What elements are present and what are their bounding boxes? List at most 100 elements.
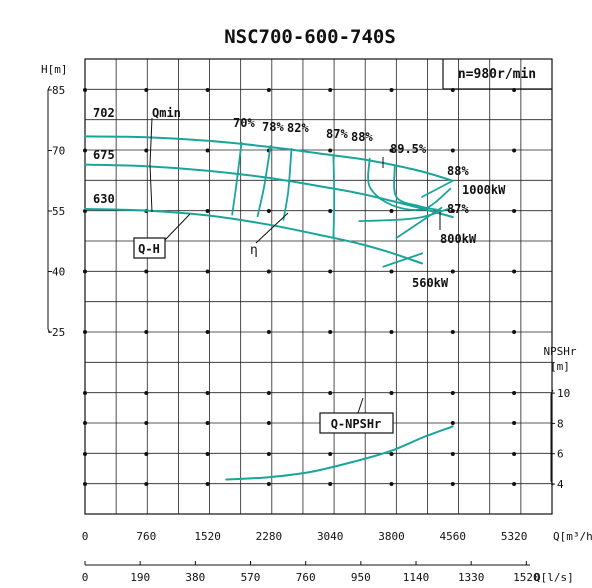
- grid-dot: [144, 482, 149, 486]
- x-ls-tick-label: 0: [82, 571, 89, 584]
- power-line-1000: [421, 179, 454, 198]
- impeller-label-675: 675: [93, 148, 115, 162]
- grid-dot: [450, 391, 455, 395]
- x-m3h-tick-label: 4560: [440, 530, 467, 543]
- eta-label: η: [250, 243, 258, 258]
- head-tick-label: 55: [52, 205, 65, 218]
- grid-dot: [205, 269, 210, 274]
- grid-dot: [389, 391, 394, 395]
- grid-dot: [512, 421, 517, 425]
- grid-dot: [266, 209, 271, 213]
- efficiency-line: [332, 155, 336, 239]
- qh-curve-702: [84, 135, 454, 182]
- x-m3h-tick-label: 5320: [501, 530, 528, 543]
- grid-dot: [512, 330, 517, 334]
- power-label-800: 800kW: [440, 232, 477, 246]
- grid-dot: [450, 330, 455, 334]
- grid-dot: [328, 391, 333, 395]
- npshr-curve: [225, 425, 454, 481]
- grid-dot: [144, 330, 149, 334]
- efficiency-label-87: 87%: [326, 127, 348, 141]
- grid-dot: [144, 148, 149, 153]
- x-m3h-tick-label: 760: [136, 530, 156, 543]
- grid-dot: [205, 391, 210, 395]
- grid-dot: [389, 269, 394, 274]
- grid-dot: [328, 269, 333, 274]
- npsh-label-box: [319, 412, 394, 434]
- npsh-axis-bracket: [550, 389, 554, 486]
- power-label-1000: 1000kW: [462, 183, 506, 197]
- x-ls-tick-label: 190: [130, 571, 150, 584]
- grid-dot: [512, 482, 517, 486]
- npsh-tick-label: 8: [557, 417, 564, 430]
- efficiency-line: [282, 148, 293, 221]
- efficiency-label-87b: 87%: [447, 202, 469, 216]
- efficiency-label-78: 78%: [262, 120, 284, 134]
- efficiency-label-89-5: 89.5%: [390, 142, 427, 156]
- grid-dot: [450, 482, 455, 486]
- power-label-560: 560kW: [412, 276, 449, 290]
- grid-dot: [389, 148, 394, 153]
- grid-dot: [205, 452, 210, 456]
- grid-dot: [512, 391, 517, 395]
- grid-dot: [205, 330, 210, 334]
- grid-dot: [389, 88, 394, 92]
- npsh-tick-label: 6: [557, 448, 564, 461]
- x-axis-m3h: 0 760 1520 2280 3040 3800 4560 5320 Q[m³/h]: [82, 530, 592, 543]
- grid-dot: [328, 330, 333, 334]
- grid: [83, 58, 553, 515]
- head-tick-label: 85: [52, 84, 65, 97]
- grid-dot: [144, 421, 149, 425]
- grid-dot: [450, 421, 455, 425]
- head-tick-label: 40: [52, 266, 65, 279]
- grid-dot: [512, 209, 517, 213]
- grid-dot: [389, 452, 394, 456]
- x-ls-tick-label: 1520: [513, 571, 540, 584]
- speed-label: n=980r/min: [458, 67, 536, 82]
- x-m3h-tick-label: 1520: [194, 530, 221, 543]
- leader-line: [164, 213, 191, 241]
- x-ls-tick-label: 1330: [458, 571, 485, 584]
- qmin-label: Qmin: [152, 106, 181, 120]
- plot-frame: [84, 58, 553, 515]
- npsh-label: Q-NPSHr: [331, 417, 382, 431]
- grid-dot: [205, 209, 210, 213]
- efficiency-label-88a: 88%: [351, 130, 373, 144]
- x-m3h-tick-label: 3040: [317, 530, 344, 543]
- grid-dot: [328, 482, 333, 486]
- npsh-axis-label-1: NPSHr: [543, 345, 576, 358]
- grid-dot: [512, 269, 517, 274]
- efficiency-line: [256, 145, 272, 218]
- head-axis: H[m] 85 70 55 40 25: [41, 63, 68, 339]
- grid-dot: [450, 148, 455, 153]
- grid-dot: [266, 452, 271, 456]
- efficiency-label-70: 70%: [233, 116, 255, 130]
- grid-dot: [266, 88, 271, 92]
- x-axis-ls-label: Q[l/s]: [534, 571, 574, 584]
- grid-dot: [266, 421, 271, 425]
- leader-line: [357, 397, 364, 414]
- x-m3h-tick-label: 3800: [378, 530, 405, 543]
- grid-dot: [144, 452, 149, 456]
- grid-dot: [389, 330, 394, 334]
- qh-curve-630: [84, 208, 424, 265]
- x-ls-tick-label: 760: [296, 571, 316, 584]
- grid-dot: [205, 421, 210, 425]
- efficiency-contour-89-5: [393, 165, 441, 212]
- head-tick-label: 70: [52, 145, 65, 158]
- power-line-560: [382, 252, 424, 268]
- x-m3h-tick-label: 0: [82, 530, 89, 543]
- npsh-axis-label-2: [m]: [550, 360, 570, 373]
- x-ls-tick-label: 380: [185, 571, 205, 584]
- leader-line: [255, 212, 289, 244]
- x-axis-m3h-label: Q[m³/h]: [553, 530, 592, 543]
- grid-dot: [328, 209, 333, 213]
- grid-dot: [328, 148, 333, 153]
- head-axis-bracket: [47, 85, 51, 334]
- grid-dot: [328, 88, 333, 92]
- x-axis-ls: 0 190 380 570 760 950 1140 1330 1520 Q[l/s]: [82, 561, 574, 584]
- grid-dot: [266, 482, 271, 486]
- grid-dot: [144, 269, 149, 274]
- x-ls-tick-label: 950: [351, 571, 371, 584]
